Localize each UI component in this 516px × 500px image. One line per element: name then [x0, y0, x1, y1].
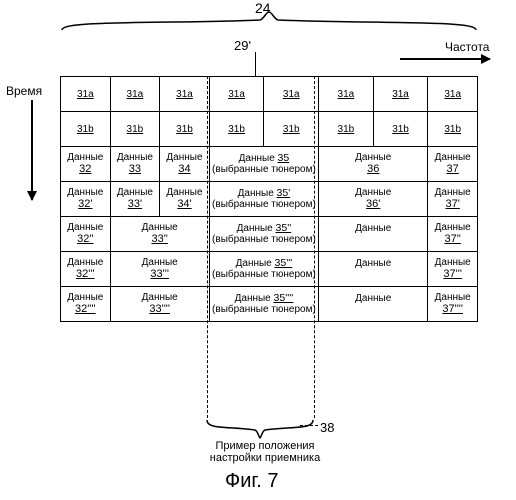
slot-31a: 31a	[110, 77, 160, 112]
slot-31b: 31b	[264, 112, 318, 146]
data-cell: Данные37''''	[428, 287, 478, 322]
data-cell: Данные32''''	[61, 287, 111, 322]
slot-31b: 31b 31b	[209, 112, 318, 147]
data-cell: Данные34'	[160, 182, 210, 217]
data-cell: Данные33	[110, 147, 160, 182]
slot-31a: 31a	[428, 77, 478, 112]
time-axis-label: Время	[6, 84, 42, 98]
data-cell: Данные36	[319, 147, 428, 182]
data-cell: Данные37''	[428, 217, 478, 252]
bottom-brace	[205, 418, 315, 440]
tuner-line-right	[314, 76, 315, 418]
slot-31b: 31b	[373, 112, 428, 147]
data-cell: Данные36'	[319, 182, 428, 217]
data-row: Данные32'''' Данные33'''' Данные 35''''(…	[61, 287, 478, 322]
frame-grid: 31a 31a 31a 31a 31a 31a 31a 31a 31b 31b …	[60, 76, 478, 322]
slot-row-a: 31a 31a 31a 31a 31a 31a 31a 31a	[61, 77, 478, 112]
slot-31b: 31b	[61, 112, 111, 147]
data-row: Данные32''' Данные33''' Данные 35'''(выб…	[61, 252, 478, 287]
slot-31a: 31a	[373, 77, 428, 112]
ref-38-leader	[300, 425, 318, 426]
freq-axis-arrow	[400, 58, 490, 60]
slot-31b: 31b	[210, 112, 264, 146]
slot-31b: 31b	[160, 112, 210, 147]
slot-31a: 31a	[319, 77, 374, 112]
ref-29-label: 29'	[234, 38, 251, 53]
slot-31a: 31a 31a	[209, 77, 318, 112]
data-cell: Данные33''''	[110, 287, 209, 322]
slot-31b: 31b	[110, 112, 160, 147]
data-cell-selected: Данные 35'(выбранные тюнером)	[209, 182, 318, 217]
figure-label: Фиг. 7	[225, 470, 278, 493]
data-cell: Данные37	[428, 147, 478, 182]
data-cell: Данные37'''	[428, 252, 478, 287]
data-cell: Данные	[319, 217, 428, 252]
data-cell: Данные33'''	[110, 252, 209, 287]
data-cell: Данные32'''	[61, 252, 111, 287]
slot-31a: 31a	[61, 77, 111, 112]
ref-29-tick	[255, 52, 256, 76]
slot-row-b: 31b 31b 31b 31b 31b 31b 31b 31b	[61, 112, 478, 147]
data-cell: Данные37'	[428, 182, 478, 217]
diagram-canvas: 24 29' Частота Время 31a 31a 31a 31a 31a…	[0, 0, 516, 500]
data-cell: Данные33'	[110, 182, 160, 217]
data-row: Данные32 Данные33 Данные34 Данные 35(выб…	[61, 147, 478, 182]
data-cell-selected: Данные 35(выбранные тюнером)	[209, 147, 318, 182]
ref-38-label: 38	[320, 420, 334, 435]
time-axis-arrow	[31, 100, 33, 200]
data-cell: Данные32	[61, 147, 111, 182]
tuner-caption: Пример положения настройки приемника	[200, 440, 330, 464]
slot-31b: 31b	[428, 112, 478, 147]
data-row: Данные32'' Данные33'' Данные 35''(выбран…	[61, 217, 478, 252]
data-cell: Данные34	[160, 147, 210, 182]
data-row: Данные32' Данные33' Данные34' Данные 35'…	[61, 182, 478, 217]
data-cell-selected: Данные 35''''(выбранные тюнером)	[209, 287, 318, 322]
data-cell: Данные32''	[61, 217, 111, 252]
slot-31a: 31a	[160, 77, 210, 112]
data-cell: Данные	[319, 287, 428, 322]
top-brace	[60, 10, 478, 32]
slot-31b: 31b	[319, 112, 374, 147]
tuner-line-left	[207, 76, 208, 418]
data-cell-selected: Данные 35'''(выбранные тюнером)	[209, 252, 318, 287]
slot-31a: 31a	[210, 77, 264, 111]
data-cell: Данные33''	[110, 217, 209, 252]
data-cell: Данные	[319, 252, 428, 287]
freq-axis-label: Частота	[445, 40, 489, 54]
data-cell: Данные32'	[61, 182, 111, 217]
slot-31a: 31a	[264, 77, 318, 111]
data-cell-selected: Данные 35''(выбранные тюнером)	[209, 217, 318, 252]
